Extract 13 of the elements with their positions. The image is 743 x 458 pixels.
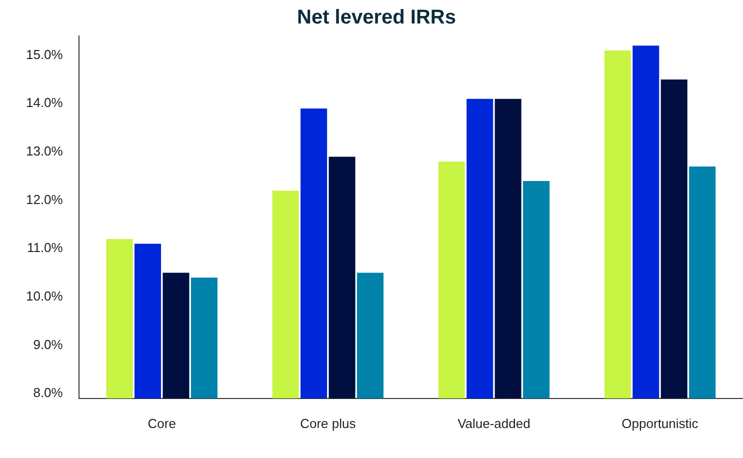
y-tick-label: 9.0% — [33, 336, 64, 352]
y-tick-label: 12.0% — [26, 192, 64, 207]
x-tick-label: Value-added — [458, 416, 530, 431]
y-tick-label: 8.0% — [33, 385, 64, 400]
x-tick-label: Core — [148, 416, 176, 431]
y-tick-label: 15.0% — [26, 46, 64, 62]
chart-title: Net levered IRRs — [297, 6, 456, 29]
x-tick-label: Opportunistic — [622, 416, 699, 431]
x-tick-label: Core plus — [300, 416, 356, 431]
y-tick-label: 13.0% — [26, 144, 64, 159]
y-tick-label: 14.0% — [26, 95, 64, 110]
y-tick-label: 10.0% — [26, 288, 64, 304]
y-tick-label: 11.0% — [26, 240, 64, 256]
